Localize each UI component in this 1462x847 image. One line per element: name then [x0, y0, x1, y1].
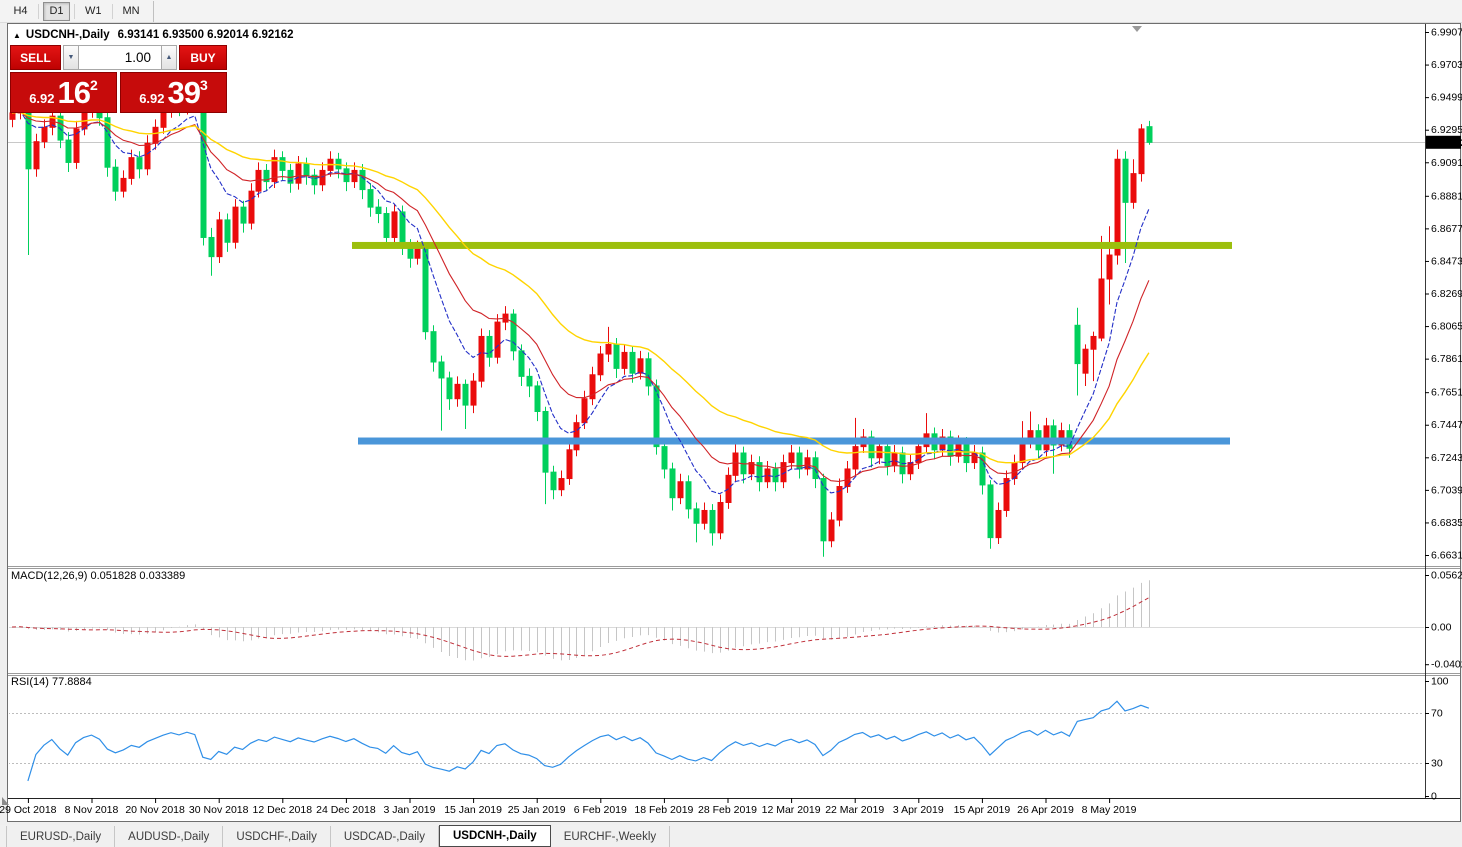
- scroll-corner-icon: [2, 797, 9, 805]
- sell-price-prefix: 6.92: [29, 91, 55, 106]
- one-click-trade-panel: SELL ▼ ▲ BUY 6.92 16 2 6.92 39 3: [10, 45, 227, 113]
- chart-title: ▲ USDCNH-,Daily 6.93141 6.93500 6.92014 …: [13, 29, 294, 41]
- chart-tab-eurusd[interactable]: EURUSD-,Daily: [6, 826, 116, 847]
- chevron-up-icon: ▲: [165, 54, 173, 61]
- buy-price-pips: 39: [167, 75, 201, 110]
- timeframe-toolbar: H4 D1 W1 MN: [0, 0, 1462, 23]
- chart-tab-eurchf[interactable]: EURCHF-,Weekly: [551, 826, 671, 847]
- rsi-indicator-label: RSI(14) 77.8884: [11, 676, 92, 688]
- volume-input[interactable]: [79, 45, 161, 70]
- toolbar-separator: [111, 3, 113, 19]
- chart-tab-bar: EURUSD-,Daily AUDUSD-,Daily USDCHF-,Daily U…: [0, 825, 1462, 847]
- tf-button-d1[interactable]: D1: [43, 1, 70, 21]
- toolbar-separator: [38, 3, 39, 19]
- chevron-down-icon: ▼: [67, 54, 75, 61]
- chart-symbol-label: USDCNH-,Daily: [25, 29, 110, 41]
- toolbar-separator: [74, 3, 75, 19]
- chart-tab-usdchf[interactable]: USDCHF-,Daily: [223, 826, 331, 847]
- chart-ohlc-values: 6.93141 6.93500 6.92014 6.92162: [117, 29, 294, 41]
- buy-price-point: 3: [200, 77, 208, 93]
- tf-button-h4[interactable]: H4: [13, 5, 28, 17]
- macd-panel[interactable]: [9, 570, 1425, 672]
- macd-indicator-label: MACD(12,26,9) 0.051828 0.033389: [11, 570, 186, 582]
- sell-price-pips: 16: [57, 75, 91, 110]
- tf-button-w1[interactable]: W1: [85, 5, 102, 17]
- toolbar-separator: [152, 0, 154, 22]
- chart-tab-usdcnh[interactable]: USDCNH-,Daily: [438, 825, 551, 847]
- sell-button[interactable]: SELL: [10, 45, 61, 70]
- buy-price-box[interactable]: 6.92 39 3: [120, 72, 227, 113]
- time-axis[interactable]: [9, 799, 1425, 819]
- buy-price-prefix: 6.92: [139, 91, 165, 106]
- sell-price-point: 2: [90, 77, 98, 93]
- buy-button[interactable]: BUY: [179, 45, 227, 70]
- price-axis[interactable]: [1426, 24, 1461, 798]
- tf-button-mn[interactable]: MN: [122, 5, 140, 17]
- volume-decrease-button[interactable]: ▼: [63, 45, 79, 70]
- trade-panel-collapse-icon[interactable]: ▲: [13, 30, 21, 40]
- chart-tab-usdcad[interactable]: USDCAD-,Daily: [331, 826, 439, 847]
- rsi-panel[interactable]: [9, 676, 1425, 796]
- sell-price-box[interactable]: 6.92 16 2: [10, 72, 117, 113]
- chart-tab-audusd[interactable]: AUDUSD-,Daily: [115, 826, 224, 847]
- volume-increase-button[interactable]: ▲: [161, 45, 177, 70]
